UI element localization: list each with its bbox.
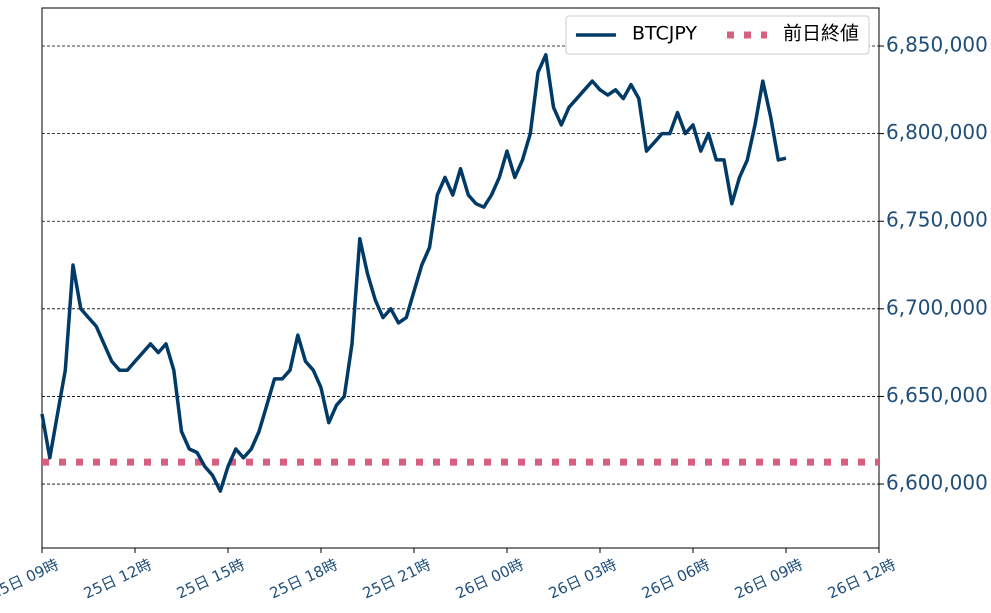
- x-tick-label: 25日 18時: [267, 555, 341, 602]
- y-tick-label: 6,700,000: [886, 295, 988, 319]
- x-tick-label: 26日 12時: [825, 555, 899, 602]
- x-tick-label: 25日 15時: [174, 555, 248, 602]
- x-tick-label: 26日 09時: [732, 555, 806, 602]
- line-series: [40, 53, 787, 493]
- legend: BTCJPY 前日終値: [565, 15, 870, 55]
- x-tick-label: 26日 00時: [453, 555, 527, 602]
- legend-box: [565, 15, 870, 55]
- legend-item: BTCJPY: [575, 23, 697, 45]
- plot-area: [41, 7, 880, 549]
- x-tick-label: 25日 21時: [360, 555, 434, 602]
- legend-label: BTCJPY: [632, 23, 697, 45]
- x-tick-label: 25日 09時: [0, 555, 62, 602]
- y-tick-label: 6,750,000: [886, 208, 988, 232]
- legend-item: 前日終値: [726, 23, 859, 45]
- y-tick-label: 6,800,000: [886, 120, 988, 144]
- x-tick-label: 25日 12時: [81, 555, 155, 602]
- x-tick-label: 26日 03時: [546, 555, 620, 602]
- y-tick-label: 6,600,000: [886, 471, 988, 495]
- x-tick-label: 26日 06時: [639, 555, 713, 602]
- y-tick-label: 6,650,000: [886, 383, 988, 407]
- legend-label: 前日終値: [783, 23, 859, 45]
- y-tick-label: 6,850,000: [886, 33, 988, 57]
